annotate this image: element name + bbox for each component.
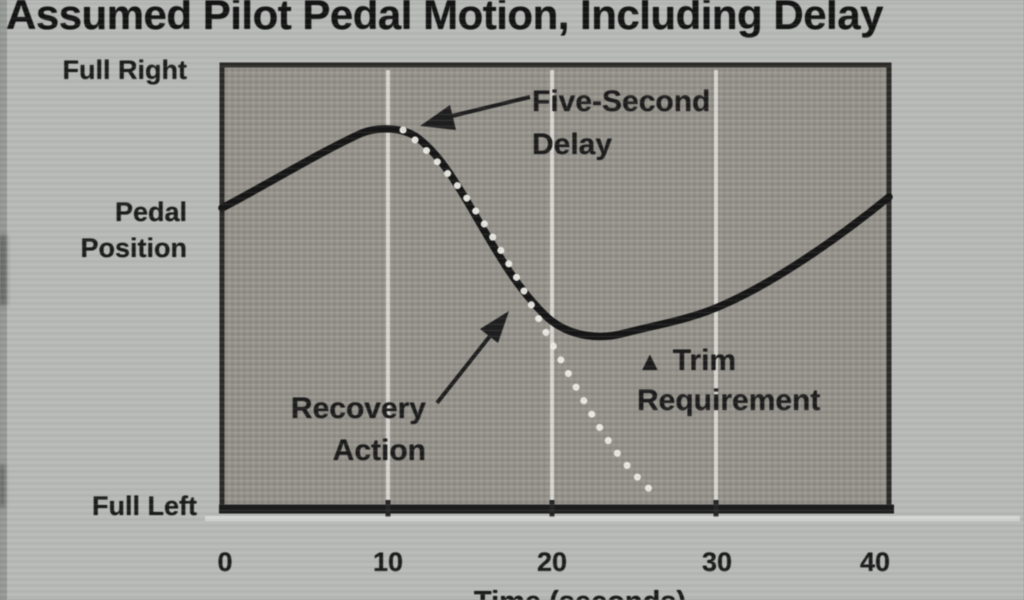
scan-edge-artifact: [0, 0, 7, 600]
annotation-five-second-delay: Five-Second Delay: [532, 80, 710, 166]
x-axis-tick-marks: [385, 500, 719, 517]
annotation-line: Requirement: [637, 384, 821, 417]
scan-light-band: [205, 516, 1020, 521]
x-tick-20: 20: [536, 547, 568, 577]
annotation-line: Five-Second: [532, 85, 711, 118]
five-second-delay-arrow: [420, 95, 531, 130]
scan-smudge-artifact: [0, 465, 5, 507]
plot-frame: [219, 62, 892, 513]
annotation-trim-requirement: ▲ Trim Requirement: [637, 341, 820, 421]
x-tick-30: 30: [701, 547, 733, 577]
annotation-line: Delay: [532, 128, 613, 161]
scan-smudge-artifact: [0, 235, 7, 305]
pilot-pedal-motion-dotted-curve: [399, 126, 664, 502]
y-axis-label-full-right: Full Right: [62, 55, 187, 85]
x-tick-40: 40: [859, 547, 891, 577]
x-tick-10: 10: [372, 547, 404, 577]
annotation-recovery-action: Recovery Action: [200, 388, 426, 472]
annotation-line: ▲ Trim: [637, 341, 820, 381]
y-axis-label-pedal-position: Pedal Position: [27, 194, 188, 266]
recovery-action-arrow: [435, 311, 509, 405]
y-axis-label-line: Position: [80, 233, 188, 263]
annotation-line: Action: [332, 434, 426, 467]
annotation-line: Recovery: [290, 392, 426, 425]
figure-title: Assumed Pilot Pedal Motion, Including De…: [6, 0, 883, 38]
x-axis-title: Time (seconds): [474, 586, 686, 600]
y-axis-label-full-left: Full Left: [92, 491, 197, 521]
triangle-marker-icon: ▲: [637, 346, 663, 376]
x-tick-0: 0: [217, 547, 233, 577]
plot-area: [205, 62, 1020, 521]
y-axis-label-line: Pedal: [114, 197, 187, 227]
vertical-gridlines: [386, 70, 718, 505]
annotation-text: Trim: [672, 344, 737, 377]
